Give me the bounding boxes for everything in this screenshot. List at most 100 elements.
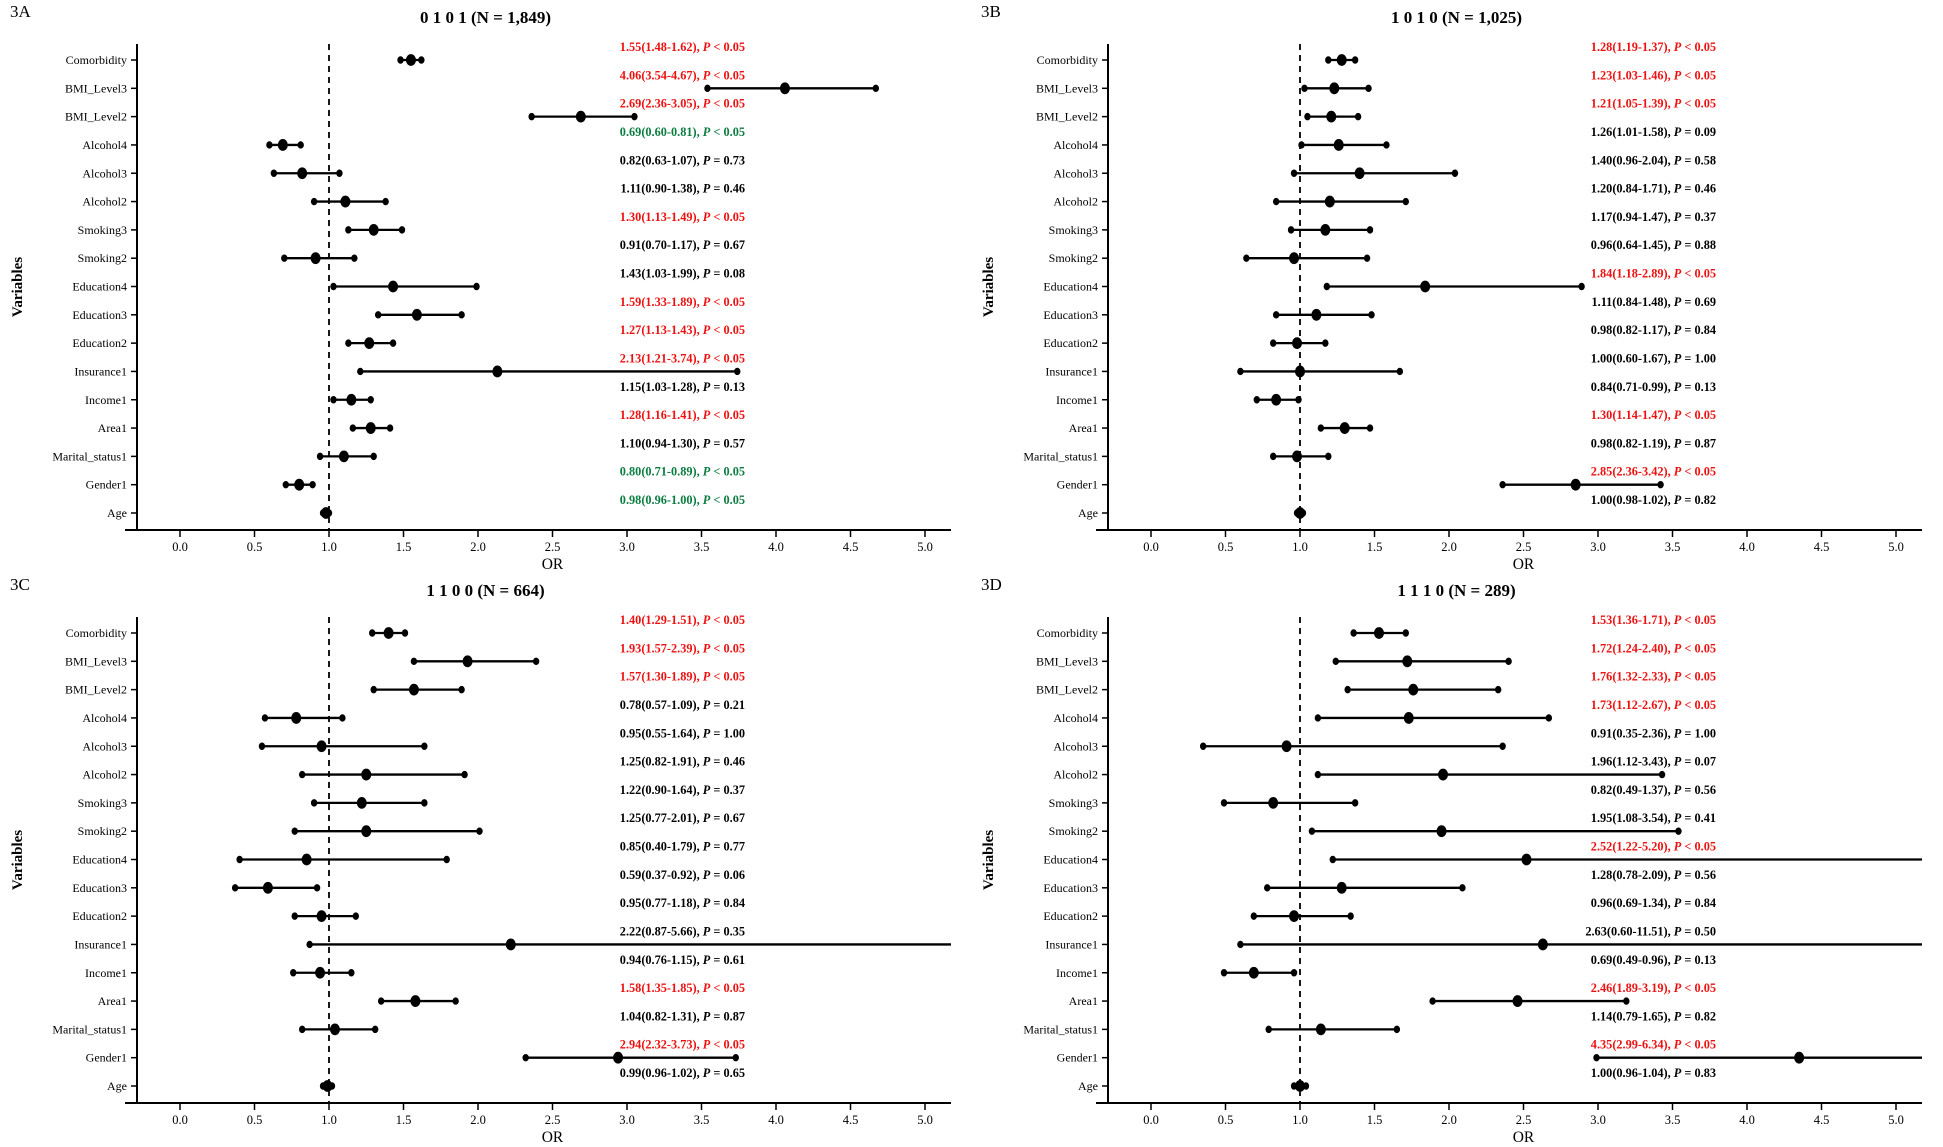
forest-row	[1332, 655, 1512, 668]
row-annotation: 1.55(1.48-1.62), P < 0.05	[620, 40, 745, 54]
variable-label: Age	[1078, 1079, 1098, 1093]
forest-row	[1269, 337, 1329, 350]
ci-upper-dot	[309, 480, 316, 489]
ci-upper-dot	[1578, 282, 1585, 291]
ci-upper-dot	[1351, 799, 1359, 807]
ci-lower-dot	[236, 855, 243, 864]
ci-lower-dot	[1344, 685, 1351, 694]
ci-upper-dot	[1396, 367, 1404, 376]
x-tick-label: 0.5	[1218, 540, 1234, 554]
forest-row	[310, 195, 389, 208]
estimate-dot	[346, 393, 357, 406]
forest-row	[1237, 938, 1922, 951]
panel-title-3b: 1 0 1 0 (N = 1,025)	[1390, 8, 1523, 27]
x-tick-label: 5.0	[917, 1113, 933, 1127]
row-annotation: 0.98(0.82-1.17), P = 0.84	[1591, 323, 1716, 337]
row-annotation: 1.40(0.96-2.04), P = 0.58	[1591, 153, 1716, 167]
x-tick-label: 1.5	[1367, 540, 1383, 554]
row-annotation: 4.06(3.54-4.67), P < 0.05	[620, 68, 745, 82]
ci-lower-dot	[1308, 827, 1316, 835]
row-annotation: 1.25(0.82-1.91), P = 0.46	[620, 755, 745, 769]
forest-row	[345, 223, 406, 236]
ci-upper-dot	[1322, 339, 1329, 347]
row-annotation: 2.63(0.60-11.51), P = 0.50	[1585, 924, 1716, 938]
x-tick-label: 2.0	[470, 540, 486, 554]
variable-label: BMI_Level2	[65, 110, 127, 124]
y-axis-title: Variables	[10, 830, 26, 890]
variable-label: Alcohol3	[1053, 739, 1098, 753]
variable-label: Smoking3	[1049, 223, 1098, 237]
forest-row	[1308, 825, 1682, 838]
forest-row	[316, 450, 377, 463]
variable-label: Education4	[72, 280, 127, 294]
ci-lower-dot	[1269, 452, 1277, 461]
ci-lower-dot	[291, 827, 298, 835]
forest-row	[231, 881, 321, 894]
x-tick-label: 3.0	[619, 540, 635, 554]
ci-lower-dot	[397, 56, 404, 64]
variable-label: Area1	[98, 421, 127, 435]
ci-upper-dot	[1365, 84, 1372, 93]
variable-label: Income1	[85, 966, 127, 980]
forest-row	[1298, 139, 1390, 151]
x-tick-label: 4.5	[843, 1113, 859, 1127]
variable-label: Education2	[72, 336, 127, 350]
row-annotation: 1.20(0.84-1.71), P = 0.46	[1591, 182, 1716, 196]
estimate-dot	[365, 422, 376, 434]
variable-label: Education4	[1043, 280, 1098, 294]
row-annotation: 1.17(0.94-1.47), P = 0.37	[1591, 210, 1716, 224]
forest-row	[319, 507, 333, 519]
row-annotation: 0.69(0.60-0.81), P < 0.05	[620, 125, 745, 139]
x-tick-label: 0.5	[247, 540, 263, 554]
estimate-dot	[1402, 655, 1413, 668]
y-axis-title: Variables	[981, 257, 997, 317]
ci-upper-dot	[1393, 1025, 1401, 1034]
ci-lower-dot	[357, 367, 364, 376]
ci-upper-dot	[401, 629, 409, 637]
row-annotation: 1.59(1.33-1.89), P < 0.05	[620, 295, 745, 309]
ci-lower-dot	[345, 339, 352, 347]
variable-label: Alcohol4	[1053, 138, 1098, 152]
ci-lower-dot	[1253, 396, 1260, 404]
forest-row	[1314, 712, 1553, 724]
estimate-dot	[388, 280, 399, 293]
forest-row	[290, 966, 355, 979]
panel-3d-cell: 0.0 0.5 1.0 1.5 2.0 2.5 3.0 3.5 4.0 4.5 5.0 OR Varia…	[971, 573, 1942, 1146]
estimate-dot	[1326, 110, 1337, 123]
ci-upper-dot	[1383, 141, 1390, 149]
row-annotation: 1.73(1.12-2.67), P < 0.05	[1591, 698, 1716, 712]
forest-row	[1272, 195, 1409, 208]
estimate-dot	[1295, 507, 1305, 519]
ci-lower-dot	[1237, 940, 1244, 949]
ci-lower-dot	[1220, 969, 1228, 977]
estimate-dot	[1794, 1051, 1805, 1064]
ci-lower-dot	[281, 254, 288, 262]
row-annotation: 1.40(1.29-1.51), P < 0.05	[620, 613, 745, 627]
panel-label-3b: 3B	[981, 2, 1001, 21]
ci-upper-dot	[1675, 827, 1682, 835]
ci-lower-dot	[1220, 799, 1228, 807]
row-annotation: 1.11(0.84-1.48), P = 0.69	[1591, 295, 1716, 309]
ci-upper-dot	[1366, 226, 1374, 234]
variable-label: Age	[107, 1079, 127, 1093]
estimate-dot	[294, 478, 305, 491]
estimate-dot	[321, 507, 332, 519]
ci-upper-dot	[452, 997, 459, 1005]
variable-label: Comorbidity	[66, 626, 127, 640]
ci-lower-dot	[231, 884, 239, 892]
y-axis-title: Variables	[981, 830, 997, 890]
row-annotation: 0.91(0.70-1.17), P = 0.67	[620, 238, 745, 252]
ci-upper-dot	[1658, 770, 1666, 779]
row-annotation: 1.28(1.16-1.41), P < 0.05	[620, 408, 745, 422]
estimate-dot	[322, 1080, 333, 1092]
forest-row	[369, 627, 409, 639]
ci-upper-dot	[1347, 912, 1354, 920]
variable-label: Alcohol2	[1053, 768, 1098, 782]
forest-row	[1304, 110, 1362, 123]
variable-label: BMI_Level3	[65, 81, 127, 95]
forest-row	[1290, 1080, 1310, 1092]
forest-row	[1429, 995, 1630, 1007]
ci-lower-dot	[349, 424, 357, 432]
ci-upper-dot	[1494, 685, 1502, 694]
x-tick-label: 2.0	[470, 1113, 486, 1127]
